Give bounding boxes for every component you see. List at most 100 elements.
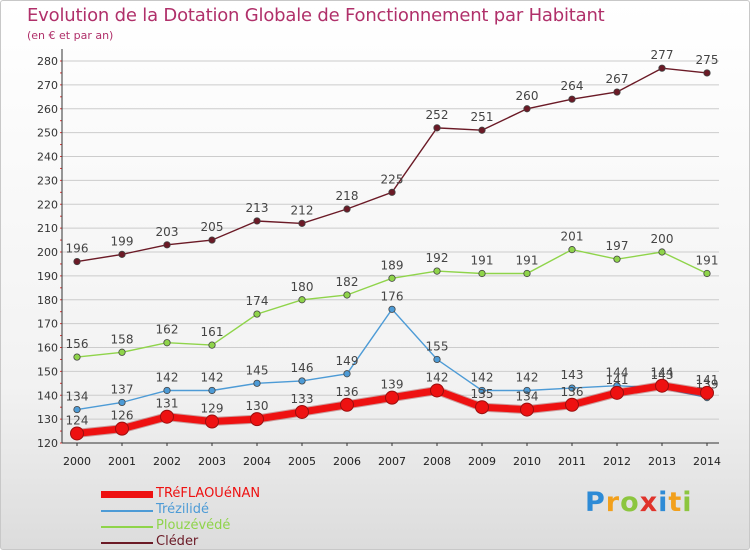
data-point: [523, 269, 531, 278]
y-tick-label: 150: [37, 365, 58, 378]
data-label: 143: [651, 368, 674, 382]
data-point: [160, 409, 174, 424]
legend-swatch: [101, 526, 153, 528]
data-label: 142: [426, 370, 449, 384]
data-point: [565, 397, 579, 412]
data-label: 136: [336, 385, 359, 399]
data-point: [613, 88, 621, 96]
legend-label: Plouzévédé: [156, 518, 231, 533]
data-point: [475, 400, 489, 415]
data-point: [73, 405, 81, 414]
data-label: 135: [471, 387, 494, 401]
data-label: 144: [606, 366, 629, 380]
data-point: [613, 255, 621, 263]
data-point: [298, 296, 306, 304]
data-label: 141: [696, 373, 719, 387]
data-label: 156: [66, 337, 89, 351]
data-point: [73, 257, 81, 266]
y-tick-label: 120: [37, 437, 58, 450]
x-tick-label: 2010: [513, 455, 541, 468]
data-label: 131: [156, 397, 179, 411]
x-tick-label: 2005: [288, 455, 316, 468]
data-label: 252: [426, 108, 449, 122]
logo-letter: P: [585, 487, 606, 518]
data-label: 134: [516, 390, 539, 404]
data-label: 199: [111, 234, 134, 248]
data-label: 126: [111, 409, 134, 423]
data-label: 176: [381, 289, 404, 303]
data-point: [388, 188, 396, 196]
data-label: 133: [291, 392, 314, 406]
data-point: [343, 370, 351, 378]
data-label: 275: [696, 53, 719, 67]
data-label: 144: [651, 366, 674, 380]
data-point: [523, 386, 531, 395]
data-point: [520, 402, 534, 417]
legend-label: TRéFLAOUéNAN: [156, 486, 261, 501]
data-point: [388, 305, 396, 313]
legend-swatch: [101, 510, 153, 512]
data-label: 180: [291, 280, 314, 294]
data-label: 225: [381, 172, 404, 186]
data-point: [118, 348, 126, 356]
data-point: [163, 339, 171, 347]
data-label: 196: [66, 242, 89, 256]
series-3: 196 199 203 205 213 212 218 225 252 251 260 264 267 2…: [66, 48, 719, 266]
y-tick-label: 230: [37, 174, 58, 187]
data-point: [298, 219, 306, 227]
y-tick-label: 180: [37, 294, 58, 307]
logo-letter: r: [605, 487, 621, 518]
data-point: [655, 378, 669, 393]
data-label: 205: [201, 220, 224, 234]
logo-letter: i: [658, 487, 669, 518]
data-label: 192: [426, 251, 449, 265]
x-tick-label: 2013: [648, 455, 676, 468]
x-tick-label: 2001: [108, 455, 136, 468]
x-tick-label: 2006: [333, 455, 361, 468]
data-label: 142: [471, 370, 494, 384]
y-tick-label: 210: [37, 222, 58, 235]
data-label: 158: [111, 332, 134, 346]
data-label: 264: [561, 79, 584, 93]
data-label: 139: [381, 378, 404, 392]
y-tick-label: 250: [37, 127, 58, 140]
data-point: [208, 386, 216, 395]
data-point: [295, 404, 309, 419]
data-point: [658, 248, 666, 256]
data-label: 267: [606, 72, 629, 86]
data-label: 191: [696, 253, 719, 267]
data-label: 146: [291, 361, 314, 375]
legend-item: Trézilidé: [101, 503, 361, 519]
x-tick-label: 2011: [558, 455, 586, 468]
data-label: 251: [471, 110, 494, 124]
data-label: 191: [516, 253, 539, 267]
data-label: 213: [246, 201, 269, 215]
x-tick-label: 2009: [468, 455, 496, 468]
data-label: 130: [246, 399, 269, 413]
legend-label: Cléder: [156, 534, 199, 549]
data-label: 162: [156, 323, 179, 337]
data-point: [340, 397, 354, 412]
data-point: [568, 246, 576, 254]
y-tick-label: 160: [37, 342, 58, 355]
data-label: 189: [381, 258, 404, 272]
data-point: [568, 95, 576, 103]
data-point: [208, 341, 216, 349]
data-point: [250, 412, 264, 427]
data-point: [343, 205, 351, 213]
y-tick-label: 260: [37, 103, 58, 116]
x-tick-label: 2014: [693, 455, 721, 468]
data-point: [433, 355, 441, 364]
data-label: 191: [471, 253, 494, 267]
data-label: 197: [606, 239, 629, 253]
data-point: [115, 421, 129, 436]
y-tick-label: 280: [37, 55, 58, 68]
data-point: [568, 384, 576, 392]
legend-swatch: [101, 542, 153, 544]
data-label: 155: [426, 339, 449, 353]
chart-title: Evolution de la Dotation Globale de Fonc…: [27, 5, 605, 26]
data-point: [208, 236, 216, 244]
data-label: 143: [561, 368, 584, 382]
data-point: [703, 69, 711, 77]
logo-letter: i: [682, 487, 693, 518]
